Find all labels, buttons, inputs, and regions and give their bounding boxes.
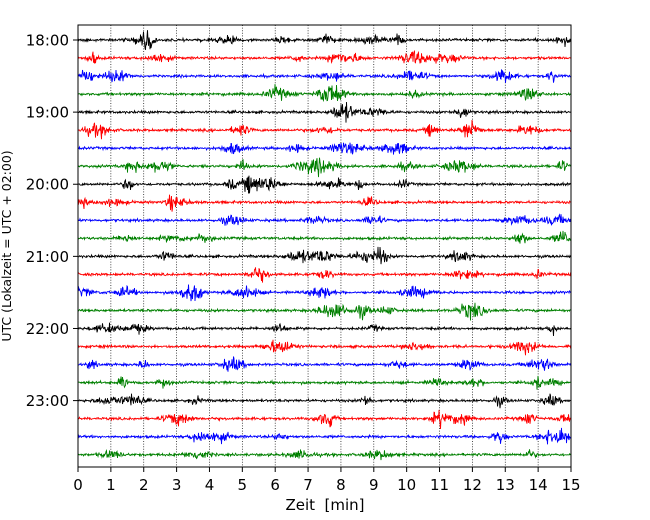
x-tick-label: 5 [238, 476, 248, 494]
trace-row [77, 49, 572, 64]
trace-row [77, 84, 572, 103]
seismic-traces [77, 30, 572, 461]
trace-row [77, 102, 572, 123]
x-tick-label: 1 [106, 476, 116, 494]
y-axis-label: UTC (Lokalzeit = UTC + 02:00) [0, 150, 14, 341]
x-tick-label: 2 [139, 476, 149, 494]
trace-row [77, 157, 572, 178]
y-tick-label: 19:00 [26, 104, 69, 122]
x-tick-label: 9 [369, 476, 379, 494]
x-axis-label: Zeit [min] [285, 496, 364, 514]
x-tick-label: 11 [430, 476, 449, 494]
plot-frame [77, 24, 572, 468]
trace-row [77, 175, 572, 194]
trace-row [77, 194, 572, 212]
trace-row [77, 267, 572, 283]
trace-row [77, 142, 572, 155]
trace-row [77, 356, 572, 372]
trace-row [77, 427, 572, 445]
x-tick-label: 14 [529, 476, 548, 494]
x-tick-label: 8 [336, 476, 346, 494]
x-axis-ticks: 0 1 2 3 4 5 6 7 8 9 10 11 12 13 14 15 [73, 467, 581, 494]
x-tick-label: 0 [73, 476, 83, 494]
x-tick-label: 10 [397, 476, 416, 494]
y-tick-label: 22:00 [26, 320, 69, 338]
trace-row [77, 30, 572, 50]
trace-row [77, 409, 572, 430]
x-tick-label: 4 [205, 476, 215, 494]
trace-row [77, 375, 572, 390]
trace-row [77, 302, 572, 321]
trace-row [77, 284, 572, 302]
x-tick-label: 12 [463, 476, 482, 494]
trace-row [77, 322, 572, 336]
trace-row [77, 339, 572, 356]
x-tick-label: 7 [303, 476, 313, 494]
y-tick-label: 21:00 [26, 248, 69, 266]
y-axis-ticks: 18:00 19:00 20:00 21:00 22:00 23:00 [26, 32, 78, 410]
x-tick-label: 3 [172, 476, 182, 494]
trace-row [77, 393, 572, 409]
trace-row [77, 449, 571, 461]
trace-row [77, 213, 572, 226]
trace-row [77, 69, 572, 83]
grid-lines [110, 25, 539, 467]
trace-row [77, 230, 572, 244]
y-tick-label: 18:00 [26, 32, 69, 50]
x-tick-label: 15 [561, 476, 580, 494]
x-tick-label: 13 [496, 476, 515, 494]
trace-row [77, 119, 572, 140]
y-tick-label: 23:00 [26, 392, 69, 410]
trace-row [77, 246, 572, 265]
y-tick-label: 20:00 [26, 176, 69, 194]
x-tick-label: 6 [270, 476, 280, 494]
